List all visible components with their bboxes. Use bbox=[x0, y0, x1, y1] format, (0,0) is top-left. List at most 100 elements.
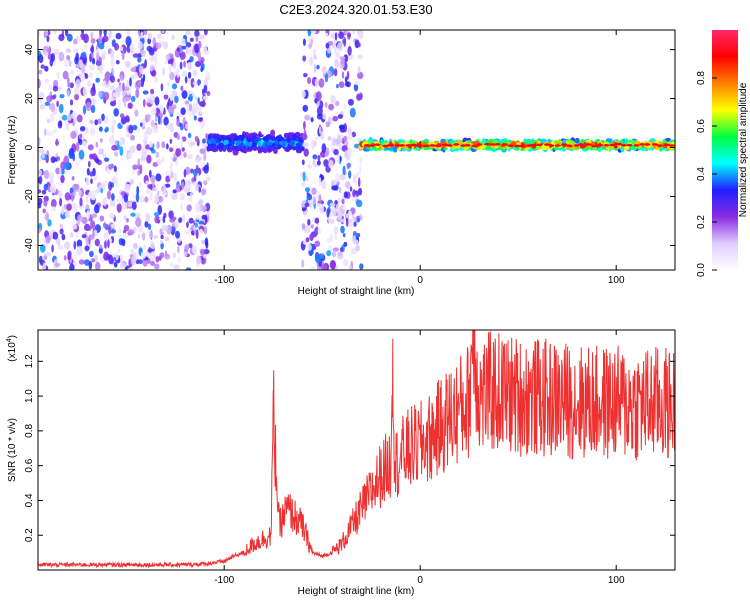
heatmap-cell bbox=[127, 102, 133, 109]
heatmap-cell bbox=[337, 114, 344, 119]
heatmap-cell bbox=[389, 147, 395, 151]
heatmap-cell bbox=[106, 190, 112, 200]
heatmap-cell bbox=[336, 154, 340, 164]
heatmap-cell bbox=[130, 212, 136, 217]
heatmap-cell bbox=[97, 118, 102, 125]
heatmap-cell bbox=[321, 66, 327, 75]
heatmap-cell bbox=[169, 161, 174, 168]
heatmap-cell bbox=[193, 103, 199, 113]
heatmap-cell bbox=[145, 114, 152, 119]
heatmap-cell bbox=[160, 83, 164, 92]
heatmap-cell bbox=[119, 146, 124, 157]
heatmap-cell bbox=[257, 141, 262, 148]
heatmap-cell bbox=[145, 212, 151, 222]
heatmap-cell bbox=[88, 260, 93, 270]
heatmap-cell bbox=[185, 46, 189, 55]
heatmap-cell bbox=[620, 144, 627, 147]
heatmap-cell bbox=[343, 37, 347, 47]
heatmap-cell bbox=[301, 259, 305, 268]
heatmap-cell bbox=[197, 97, 200, 104]
heatmap-cell bbox=[89, 127, 96, 136]
heatmap-cell bbox=[147, 184, 153, 189]
heatmap-cell bbox=[193, 174, 197, 182]
heatmap-cell bbox=[235, 140, 240, 146]
heatmap-cell bbox=[53, 48, 60, 56]
heatmap-cell bbox=[281, 140, 286, 147]
heatmap-cell bbox=[663, 143, 670, 147]
heatmap-cell bbox=[326, 237, 331, 244]
heatmap-cell bbox=[333, 226, 339, 235]
heatmap-cell bbox=[203, 249, 210, 255]
heatmap-cell bbox=[86, 167, 90, 176]
heatmap-cell bbox=[652, 143, 658, 146]
heatmap-cell bbox=[98, 90, 103, 98]
heatmap-cell bbox=[206, 210, 210, 216]
heatmap-cell bbox=[44, 128, 47, 136]
heatmap-cell bbox=[325, 42, 330, 49]
snr-series-line bbox=[38, 330, 675, 569]
heatmap-cell bbox=[195, 214, 201, 220]
heatmap-cell bbox=[71, 111, 78, 120]
heatmap-cell bbox=[206, 91, 211, 96]
heatmap-cell bbox=[99, 126, 103, 132]
heatmap-cell bbox=[346, 162, 351, 170]
heatmap-cell bbox=[135, 217, 142, 228]
heatmap-cell bbox=[156, 159, 162, 166]
heatmap-cell bbox=[108, 254, 114, 265]
heatmap-cell bbox=[109, 212, 115, 219]
heatmap-cell bbox=[38, 182, 41, 189]
heatmap-cell bbox=[340, 57, 346, 66]
heatmap-cell bbox=[81, 234, 87, 239]
heatmap-cell bbox=[201, 214, 208, 220]
heatmap-cell bbox=[118, 238, 124, 246]
heatmap-cell bbox=[85, 177, 90, 186]
heatmap-cell bbox=[233, 145, 240, 152]
heatmap-cell bbox=[316, 113, 323, 120]
heatmap-cell bbox=[337, 42, 344, 52]
heatmap-cell bbox=[501, 143, 508, 146]
heatmap-cell bbox=[347, 210, 352, 216]
heatmap-cell bbox=[620, 145, 625, 153]
heatmap-cell bbox=[197, 117, 203, 123]
heatmap-cell bbox=[155, 151, 159, 158]
heatmap-cell bbox=[98, 247, 103, 254]
heatmap-cell bbox=[405, 144, 412, 147]
heatmap-cell bbox=[95, 158, 100, 164]
colorbar-tick-label: 0.0 bbox=[696, 263, 707, 277]
heatmap-cell bbox=[48, 84, 52, 91]
heatmap-cell bbox=[332, 115, 339, 122]
heatmap-cell bbox=[204, 30, 208, 36]
heatmap-cell bbox=[310, 38, 313, 47]
heatmap-cell bbox=[252, 142, 257, 147]
heatmap-cell bbox=[568, 140, 574, 145]
heatmap-cell bbox=[82, 86, 88, 97]
heatmap-cell bbox=[143, 133, 148, 142]
heatmap-cell bbox=[315, 253, 322, 264]
heatmap-cell bbox=[117, 248, 121, 254]
snr-y-multiplier: (x104) bbox=[6, 335, 18, 362]
heatmap-cell bbox=[355, 218, 361, 223]
snr-y-tick-label: 0.2 bbox=[24, 528, 35, 542]
heatmap-cell bbox=[494, 143, 501, 146]
heatmap-cell bbox=[312, 154, 318, 160]
heatmap-cell bbox=[152, 181, 155, 187]
heatmap-cell bbox=[309, 56, 313, 66]
heatmap-cell bbox=[44, 65, 49, 72]
heatmap-cell bbox=[315, 226, 319, 236]
heatmap-cell bbox=[140, 122, 143, 127]
heatmap-cell bbox=[271, 143, 277, 147]
heatmap-cell bbox=[247, 135, 252, 139]
heatmap-cell bbox=[346, 70, 350, 80]
heatmap-cell bbox=[67, 113, 72, 121]
heatmap-cell bbox=[138, 181, 142, 187]
heatmap-cell bbox=[132, 124, 138, 131]
heatmap-cell bbox=[56, 156, 61, 162]
heatmap-cell bbox=[324, 73, 329, 83]
heatmap-cell bbox=[117, 78, 120, 83]
heatmap-cell bbox=[90, 208, 94, 215]
heatmap-cell bbox=[100, 188, 103, 194]
heatmap-cell bbox=[71, 223, 78, 230]
heatmap-cell bbox=[84, 259, 90, 266]
heatmap-cell bbox=[304, 114, 311, 121]
heatmap-cell bbox=[125, 132, 132, 138]
